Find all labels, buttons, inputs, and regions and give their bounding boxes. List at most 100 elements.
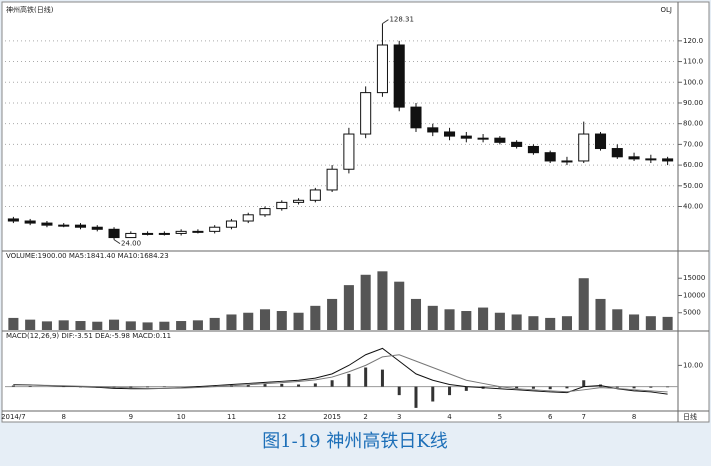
y-tick-label: 70.00 [683, 140, 703, 148]
x-tick-label: 7 [582, 413, 586, 421]
candle-body [361, 93, 371, 134]
volume-bar [377, 271, 387, 330]
x-tick-label: 8 [61, 413, 65, 421]
candle-body [159, 233, 169, 234]
y-tick-label: 50.00 [683, 182, 703, 190]
volume-bar [42, 321, 52, 330]
volume-bar [210, 318, 220, 330]
macd-bar [414, 387, 417, 408]
volume-bar [478, 308, 488, 330]
volume-bar [512, 314, 522, 330]
volume-bar [8, 318, 18, 330]
volume-bar [277, 311, 287, 330]
y-tick-label: 90.00 [683, 99, 703, 107]
macd-bar [146, 387, 149, 388]
candle-body [126, 233, 136, 237]
macd-bar [347, 374, 350, 387]
macd-bar [666, 387, 669, 388]
volume-bar [612, 309, 622, 330]
y-tick-label: 110.0 [683, 58, 703, 66]
x-tick-label: 10 [177, 413, 186, 421]
volume-bar [428, 306, 438, 330]
volume-bar [226, 314, 236, 330]
volume-bar [545, 318, 555, 330]
candle-body [461, 136, 471, 138]
chart-frame [2, 2, 709, 422]
candle-body [294, 200, 304, 202]
candle-body [327, 169, 337, 190]
macd-bar [381, 370, 384, 387]
y-tick-label: 40.00 [683, 203, 703, 211]
x-tick-label: 6 [548, 413, 553, 421]
candle-body [646, 159, 656, 160]
volume-bar [461, 311, 471, 330]
y-tick-label: 60.00 [683, 161, 703, 169]
macd-bar [280, 384, 283, 387]
candle-body [612, 149, 622, 157]
macd-bar [549, 387, 552, 390]
x-tick-label: 4 [447, 413, 452, 421]
x-tick-label: 9 [129, 413, 133, 421]
x-tick-label: 3 [397, 413, 401, 421]
volume-bar [327, 299, 337, 330]
candle-body [75, 225, 85, 227]
macd-bar [582, 380, 585, 386]
x-axis-end-label: 日线 [683, 412, 697, 421]
candle-body [176, 231, 186, 233]
candle-body [210, 227, 220, 231]
candle-body [260, 209, 270, 215]
macd-bar [297, 385, 300, 387]
candle-body [344, 134, 354, 169]
volume-bar [411, 299, 421, 330]
candle-body [143, 233, 153, 234]
macd-bar [431, 387, 434, 402]
candle-body [428, 128, 438, 132]
volume-bar [109, 320, 119, 330]
x-tick-label: 12 [277, 413, 286, 421]
volume-bar [445, 309, 455, 330]
x-tick-label: 11 [227, 413, 236, 421]
macd-bar [314, 383, 317, 386]
x-tick-label: 2014/7 [1, 413, 26, 421]
volume-bar [159, 322, 169, 330]
y-tick-label: 10000 [683, 291, 705, 299]
x-tick-label: 2015 [323, 413, 341, 421]
candle-body [377, 45, 387, 93]
y-tick-label: 15000 [683, 274, 705, 282]
caption: 图1-19 神州高铁日K线 [262, 431, 448, 452]
candle-body [595, 134, 605, 148]
y-tick-label: 10.00 [683, 361, 703, 369]
macd-bar [649, 387, 652, 388]
volume-bar [394, 282, 404, 330]
macd-bar [448, 387, 451, 396]
macd-bar [515, 387, 518, 389]
candle-body [411, 107, 421, 128]
x-tick-label: 2 [363, 413, 367, 421]
candle-body [59, 225, 69, 226]
volume-bar [126, 321, 136, 330]
candle-body [92, 227, 102, 229]
candle-body [109, 229, 119, 237]
candle-body [445, 132, 455, 136]
candle-body [8, 219, 18, 221]
annotation: 128.31 [389, 16, 414, 24]
macd-bar [331, 380, 334, 386]
macd-bar [465, 387, 468, 391]
volume-bar [595, 299, 605, 330]
candle-body [528, 146, 538, 152]
x-tick-label: 8 [632, 413, 636, 421]
candle-body [478, 138, 488, 139]
volume-bar [25, 320, 35, 330]
candle-body [495, 138, 505, 142]
macd-bar [12, 386, 15, 387]
candle-body [394, 45, 404, 107]
candle-body [193, 231, 203, 232]
volume-bar [495, 313, 505, 330]
y-tick-label: 120.0 [683, 37, 703, 45]
candle-body [663, 159, 673, 161]
candle-body [277, 202, 287, 208]
volume-bar [361, 275, 371, 330]
macd-bar [616, 387, 619, 388]
volume-bar [193, 320, 203, 330]
